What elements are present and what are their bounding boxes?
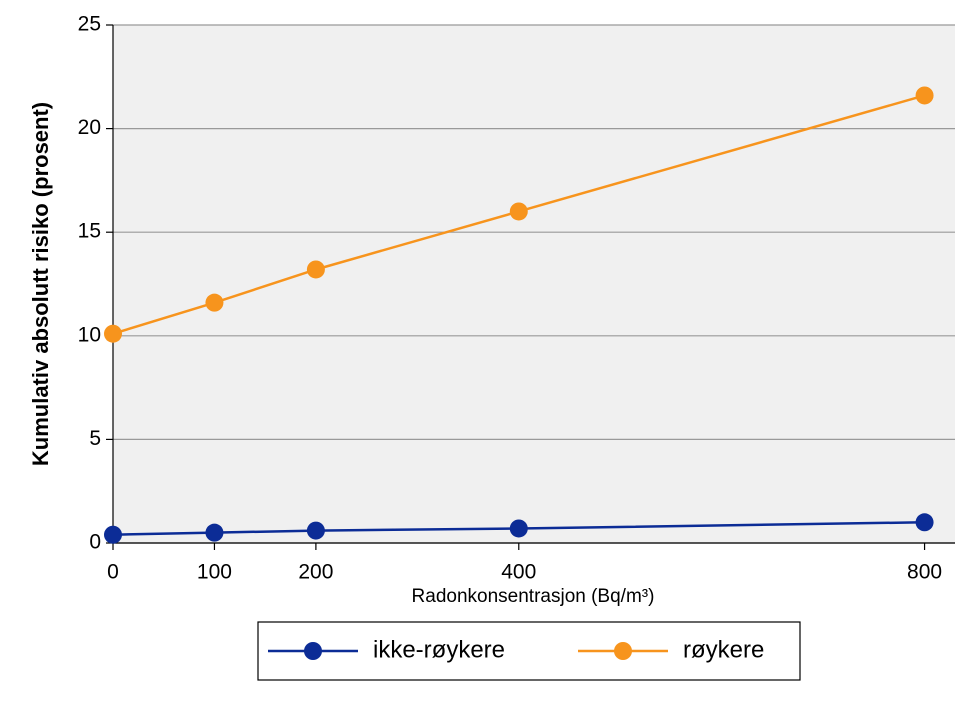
y-tick-label: 5 bbox=[89, 427, 101, 450]
x-tick-label: 800 bbox=[907, 561, 942, 584]
data-point bbox=[205, 293, 224, 312]
data-point bbox=[509, 519, 528, 538]
data-point bbox=[104, 525, 122, 544]
legend: ikke-røykere røykere bbox=[257, 621, 801, 681]
legend-marker bbox=[614, 642, 632, 660]
y-tick-label: 0 bbox=[89, 531, 101, 554]
y-axis-label: Kumulativ absolutt risiko (prosent) bbox=[28, 102, 53, 466]
x-axis-label: Radonkonsentrasjon (Bq/m³) bbox=[412, 586, 655, 607]
legend-label: røykere bbox=[683, 636, 764, 663]
x-tick-label: 200 bbox=[298, 561, 333, 584]
data-point bbox=[104, 324, 122, 343]
x-tick-label: 100 bbox=[197, 561, 232, 584]
y-tick-label: 10 bbox=[78, 323, 101, 346]
data-point bbox=[915, 513, 934, 532]
data-point bbox=[306, 521, 325, 540]
legend-marker bbox=[304, 642, 322, 660]
x-tick-label: 400 bbox=[501, 561, 536, 584]
x-tick-label: 0 bbox=[107, 561, 119, 584]
data-point bbox=[306, 260, 325, 279]
data-point bbox=[509, 202, 528, 221]
data-point bbox=[205, 523, 224, 542]
data-point bbox=[915, 86, 934, 105]
y-tick-label: 15 bbox=[78, 220, 101, 243]
y-tick-label: 20 bbox=[78, 116, 101, 139]
legend-label: ikke-røykere bbox=[373, 636, 505, 663]
plot-area bbox=[113, 25, 955, 543]
y-tick-label: 25 bbox=[78, 13, 101, 36]
